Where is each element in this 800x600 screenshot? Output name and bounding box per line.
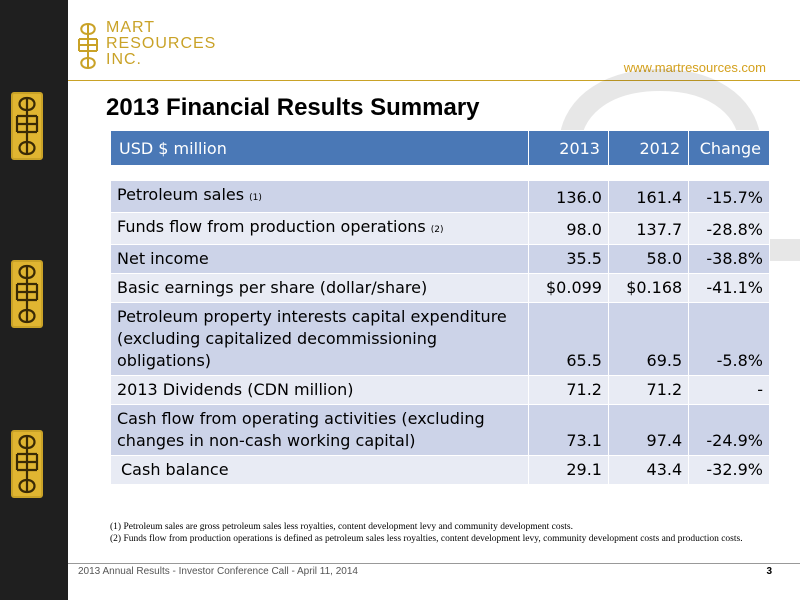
header-divider [68, 80, 800, 81]
value-2013: 29.1 [527, 455, 609, 485]
website-url: www.martresources.com [623, 60, 766, 75]
value-2012: 58.0 [607, 244, 690, 274]
brand-name: MART RESOURCES INC. [106, 20, 216, 68]
value-2013: $0.099 [527, 273, 609, 303]
value-change: -38.8% [688, 244, 770, 274]
footnote-2: (2) Funds flow from production operation… [110, 534, 743, 544]
value-2013: 35.5 [527, 244, 609, 274]
brand-line-2: RESOURCES [106, 35, 217, 52]
financial-results-table: USD $ million 2013 2012 Change Petroleum… [110, 130, 770, 485]
brand-logo-icon [76, 22, 100, 70]
footer-text: 2013 Annual Results - Investor Conferenc… [78, 566, 358, 577]
header-2013: 2013 [527, 130, 609, 166]
value-2013: 98.0 [527, 212, 609, 245]
table-row: Basic earnings per share (dollar/share) … [110, 273, 770, 303]
value-2012: $0.168 [607, 273, 690, 303]
value-2012: 69.5 [607, 302, 690, 376]
row-label-text: Funds flow from production operations [117, 217, 431, 236]
header-2012: 2012 [607, 130, 690, 166]
value-2012: 161.4 [607, 180, 690, 213]
value-change: -41.1% [688, 273, 770, 303]
slide-title: 2013 Financial Results Summary [106, 94, 480, 121]
footer-divider [68, 563, 800, 564]
row-label: Petroleum property interests capital exp… [110, 302, 529, 376]
header-change: Change [688, 130, 770, 166]
row-label: Funds flow from production operations (2… [110, 212, 529, 245]
footnotes: (1) Petroleum sales are gross petroleum … [110, 521, 770, 545]
company-logo-icon [11, 260, 43, 328]
table-row: Petroleum property interests capital exp… [110, 302, 770, 376]
page-number: 3 [766, 566, 772, 577]
value-2012: 97.4 [607, 404, 690, 456]
value-2013: 73.1 [527, 404, 609, 456]
row-label: Net income [110, 244, 529, 274]
table-header-row: USD $ million 2013 2012 Change [110, 130, 770, 166]
table-row: Petroleum sales (1) 136.0 161.4 -15.7% [110, 180, 770, 213]
row-label: 2013 Dividends (CDN million) [110, 375, 529, 405]
table-row: Cash flow from operating activities (exc… [110, 404, 770, 456]
value-2013: 136.0 [527, 180, 609, 213]
brand-header: MART RESOURCES INC. [76, 18, 216, 80]
table-row: Net income 35.5 58.0 -38.8% [110, 244, 770, 274]
table-row: Funds flow from production operations (2… [110, 212, 770, 245]
brand-line-3: INC. [106, 51, 142, 68]
value-change: -24.9% [688, 404, 770, 456]
company-logo-icon [11, 92, 43, 160]
row-label: Cash balance [110, 455, 529, 485]
value-change: -15.7% [688, 180, 770, 213]
footnote-ref: (2) [430, 225, 444, 235]
row-label: Basic earnings per share (dollar/share) [110, 273, 529, 303]
row-label: Petroleum sales (1) [110, 180, 529, 213]
value-2013: 65.5 [527, 302, 609, 376]
value-2013: 71.2 [527, 375, 609, 405]
footnote-ref: (1) [249, 193, 262, 203]
value-change: -32.9% [688, 455, 770, 485]
value-change: -5.8% [688, 302, 770, 376]
row-label-text: Petroleum sales [117, 185, 250, 204]
value-change: -28.8% [688, 212, 770, 245]
value-change: - [688, 375, 770, 405]
footnote-1: (1) Petroleum sales are gross petroleum … [110, 522, 574, 532]
company-logo-icon [11, 430, 43, 498]
table-spacer-row [110, 165, 770, 181]
brand-line-1: MART [106, 19, 156, 36]
table-row: Cash balance 29.1 43.4 -32.9% [110, 455, 770, 485]
row-label: Cash flow from operating activities (exc… [110, 404, 529, 456]
left-sidebar [0, 0, 68, 600]
value-2012: 137.7 [607, 212, 690, 245]
value-2012: 71.2 [607, 375, 690, 405]
table-row: 2013 Dividends (CDN million) 71.2 71.2 - [110, 375, 770, 405]
value-2012: 43.4 [607, 455, 690, 485]
header-label: USD $ million [110, 130, 529, 166]
